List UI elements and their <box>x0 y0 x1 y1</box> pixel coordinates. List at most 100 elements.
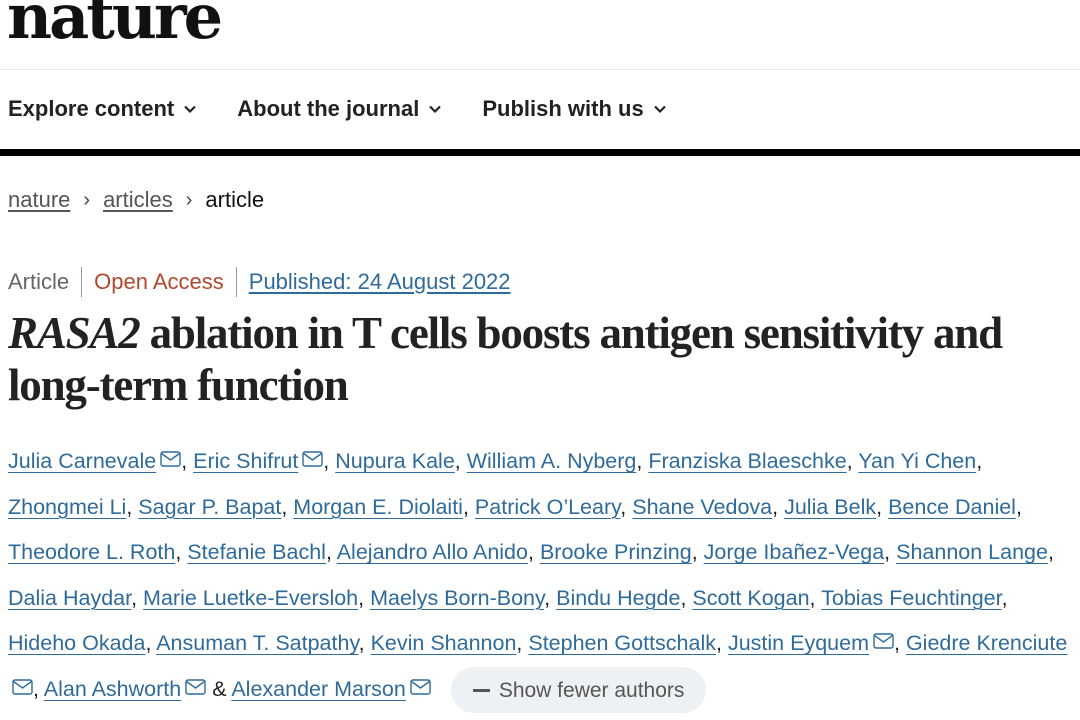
author-item: Nupura Kale <box>335 449 455 473</box>
meta-divider <box>81 267 83 297</box>
author-item: Zhongmei Li <box>8 495 126 519</box>
author-link[interactable]: Tobias Feuchtinger <box>821 585 1002 610</box>
nav-about-journal[interactable]: About the journal <box>237 96 442 122</box>
author-item: Brooke Prinzing <box>540 540 692 564</box>
author-item: Morgan E. Diolaiti <box>293 495 463 519</box>
nav-divider <box>0 149 1080 156</box>
author-link[interactable]: Zhongmei Li <box>8 494 127 519</box>
main-nav: Explore content About the journal Publis… <box>8 96 707 122</box>
mail-icon[interactable] <box>302 451 323 467</box>
mail-icon[interactable] <box>185 679 206 695</box>
author-link[interactable]: Giedre Krenciute <box>905 631 1068 656</box>
author-link[interactable]: Jorge Ibañez-Vega <box>703 540 885 565</box>
author-link[interactable]: Patrick O’Leary <box>474 494 621 519</box>
author-item: Shannon Lange <box>896 540 1048 564</box>
author-link[interactable]: Brooke Prinzing <box>539 540 692 565</box>
author-item: Kevin Shannon <box>371 631 517 655</box>
show-fewer-authors-button[interactable]: Show fewer authors <box>450 667 707 714</box>
author-link[interactable]: Stefanie Bachl <box>187 540 326 565</box>
author-link[interactable]: Maelys Born-Bony <box>370 585 545 610</box>
author-item: Yan Yi Chen <box>858 449 976 473</box>
author-item: Theodore L. Roth <box>8 540 175 564</box>
nav-explore-content[interactable]: Explore content <box>8 96 197 122</box>
author-link[interactable]: Alejandro Allo Anido <box>336 540 528 565</box>
author-item: Justin Eyquem <box>728 631 894 655</box>
show-fewer-label: Show fewer authors <box>498 678 685 702</box>
author-item: Alexander Marson <box>231 676 431 701</box>
breadcrumb-nature[interactable]: nature <box>8 187 71 212</box>
article-title: RASA2 ablation in T cells boosts antigen… <box>8 307 1080 411</box>
breadcrumb-current: article <box>205 187 265 212</box>
author-link[interactable]: Yan Yi Chen <box>858 449 977 473</box>
author-item: Marie Luetke-Eversloh <box>143 586 358 610</box>
author-link[interactable]: Stephen Gottschalk <box>528 631 717 656</box>
author-link[interactable]: Morgan E. Diolaiti <box>293 494 463 519</box>
author-item: Bindu Hegde <box>556 586 680 610</box>
author-item: Stephen Gottschalk <box>528 631 716 655</box>
author-link[interactable]: Marie Luetke-Eversloh <box>143 585 359 610</box>
author-link[interactable]: Julia Carnevale <box>8 449 157 473</box>
author-link[interactable]: Bindu Hegde <box>556 585 681 610</box>
author-item: Sagar P. Bapat <box>138 495 281 519</box>
author-item: Giedre Krenciute <box>8 631 1067 701</box>
author-item: Dalia Haydar <box>8 586 131 610</box>
breadcrumb: nature › articles › article <box>8 187 264 213</box>
mail-icon[interactable] <box>410 679 431 695</box>
chevron-right-icon: › <box>83 188 91 211</box>
author-item: Scott Kogan <box>692 586 809 610</box>
author-link[interactable]: Dalia Haydar <box>8 585 132 610</box>
author-item: Jorge Ibañez-Vega <box>704 540 885 564</box>
author-item: Shane Vedova <box>632 495 772 519</box>
chevron-down-icon <box>429 105 442 114</box>
author-item: William A. Nyberg <box>467 449 637 473</box>
author-link[interactable]: Nupura Kale <box>335 449 455 473</box>
author-item: Alejandro Allo Anido <box>337 540 528 564</box>
minus-icon <box>472 688 490 692</box>
article-meta: Article Open Access Published: 24 August… <box>8 267 511 297</box>
nature-logo[interactable]: nature <box>7 0 223 53</box>
nav-label: Publish with us <box>482 96 644 121</box>
header-divider <box>0 69 1080 70</box>
author-item: Eric Shifrut <box>193 449 323 473</box>
author-link[interactable]: Alexander Marson <box>231 676 406 701</box>
author-link[interactable]: Scott Kogan <box>692 585 810 610</box>
author-link[interactable]: Bence Daniel <box>888 494 1016 519</box>
author-item: Maelys Born-Bony <box>370 586 544 610</box>
author-item: Bence Daniel <box>888 495 1016 519</box>
author-link[interactable]: Shane Vedova <box>632 494 773 519</box>
author-list: Julia Carnevale, Eric Shifrut, Nupura Ka… <box>8 439 1073 714</box>
author-link[interactable]: Sagar P. Bapat <box>138 494 282 519</box>
author-link[interactable]: Eric Shifrut <box>193 449 299 473</box>
author-item: Tobias Feuchtinger <box>821 586 1001 610</box>
nav-label: About the journal <box>237 96 420 121</box>
nav-publish-with-us[interactable]: Publish with us <box>482 96 666 122</box>
author-link[interactable]: Theodore L. Roth <box>8 540 176 565</box>
title-text: ablation in T cells boosts antigen sensi… <box>8 308 1003 410</box>
author-link[interactable]: Kevin Shannon <box>370 631 517 656</box>
author-link[interactable]: Hideho Okada <box>8 631 146 656</box>
author-link[interactable]: Justin Eyquem <box>727 631 869 656</box>
chevron-right-icon: › <box>185 188 193 211</box>
mail-icon[interactable] <box>873 633 894 650</box>
breadcrumb-articles[interactable]: articles <box>103 187 173 212</box>
published-date-link[interactable]: Published: 24 August 2022 <box>248 269 511 294</box>
chevron-down-icon <box>653 105 666 114</box>
author-separator: & <box>206 676 232 701</box>
author-link[interactable]: William A. Nyberg <box>466 449 637 473</box>
author-link[interactable]: Julia Belk <box>784 494 877 519</box>
author-link[interactable]: Franziska Blaeschke <box>648 449 847 473</box>
mail-icon[interactable] <box>160 451 181 467</box>
author-item: Julia Carnevale <box>8 449 181 473</box>
chevron-down-icon <box>184 105 197 114</box>
open-access-badge: Open Access <box>94 269 224 294</box>
author-item: Alan Ashworth <box>44 677 206 701</box>
author-link[interactable]: Ansuman T. Satpathy <box>156 631 359 656</box>
title-gene-name: RASA2 <box>8 308 141 358</box>
author-item: Julia Belk <box>784 495 876 519</box>
author-item: Stefanie Bachl <box>187 540 326 564</box>
author-item: Hideho Okada <box>8 631 145 655</box>
mail-icon[interactable] <box>12 679 33 695</box>
author-link[interactable]: Alan Ashworth <box>43 676 182 701</box>
nav-label: Explore content <box>8 96 175 121</box>
author-link[interactable]: Shannon Lange <box>896 540 1048 565</box>
